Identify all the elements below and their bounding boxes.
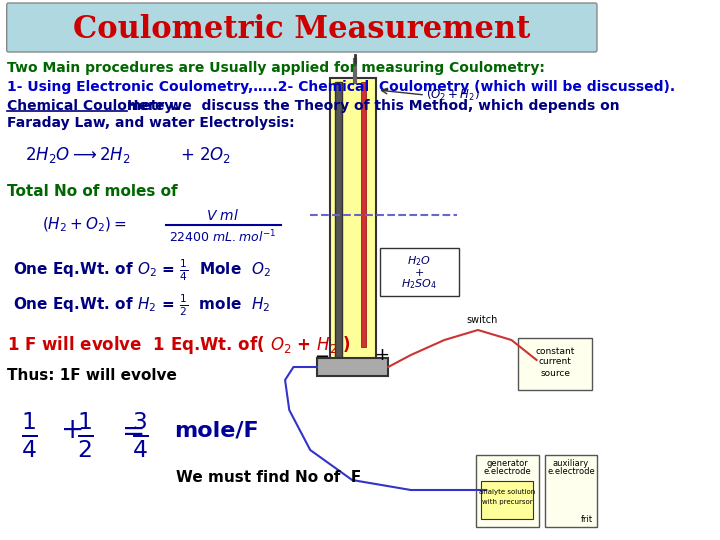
Text: One Eq.Wt. of $H_2$ = $\frac{1}{2}$  mole  $H_2$: One Eq.Wt. of $H_2$ = $\frac{1}{2}$ mole… [12, 292, 270, 318]
Text: 1- Using Electronic Coulometry,…..2- Chemical  Coulometry (which will be discuss: 1- Using Electronic Coulometry,…..2- Che… [6, 80, 675, 94]
Bar [518, 338, 592, 390]
Bar [361, 82, 366, 347]
Text: $+\ 2O_2$: $+\ 2O_2$ [180, 145, 232, 165]
Text: $\frac{1}{4}$: $\frac{1}{4}$ [21, 410, 38, 460]
Text: e.electrode: e.electrode [483, 468, 531, 476]
Text: $\frac{1}{2}$: $\frac{1}{2}$ [77, 410, 94, 460]
Text: $=$: $=$ [116, 416, 143, 444]
Text: $\frac{3}{4}$: $\frac{3}{4}$ [132, 410, 149, 460]
Bar [336, 82, 342, 357]
Bar [330, 78, 376, 363]
Text: 1 F will evolve  1 Eq.Wt. of( $O_2$ + $H_2$ ): 1 F will evolve 1 Eq.Wt. of( $O_2$ + $H_… [6, 334, 351, 356]
Text: $(H_2 + O_2) =$: $(H_2 + O_2) =$ [42, 216, 127, 234]
Text: mole/F: mole/F [174, 420, 259, 440]
Text: generator: generator [487, 458, 528, 468]
Text: We must find No of  F: We must find No of F [176, 470, 361, 485]
Text: $H_2SO_4$: $H_2SO_4$ [401, 277, 437, 291]
Text: $2H_2O \longrightarrow 2H_2$: $2H_2O \longrightarrow 2H_2$ [25, 145, 131, 165]
Text: Two Main procedures are Usually applied for measuring Coulometry:: Two Main procedures are Usually applied … [6, 61, 544, 75]
Bar [545, 455, 597, 527]
Bar [476, 455, 539, 527]
Text: $+$: $+$ [414, 267, 424, 278]
Text: e.electrode: e.electrode [547, 468, 595, 476]
FancyBboxPatch shape [6, 3, 597, 52]
Text: source: source [540, 368, 570, 377]
Text: frit: frit [581, 516, 593, 524]
Text: Coulometric Measurement: Coulometric Measurement [73, 15, 531, 45]
Text: Here we  discuss the Theory of this Method, which depends on: Here we discuss the Theory of this Metho… [127, 99, 620, 113]
Text: $V\ ml$: $V\ ml$ [207, 207, 240, 222]
Text: auxiliary: auxiliary [553, 458, 589, 468]
Text: Total No of moles of: Total No of moles of [6, 185, 177, 199]
Bar [380, 248, 459, 296]
Text: $H_2O$: $H_2O$ [408, 254, 431, 268]
Text: $(O_2 + H_2)$: $(O_2 + H_2)$ [426, 87, 480, 103]
Bar [481, 481, 534, 519]
Text: Faraday Law, and water Electrolysis:: Faraday Law, and water Electrolysis: [6, 116, 294, 130]
Bar [317, 358, 388, 376]
Text: Thus: 1F will evolve: Thus: 1F will evolve [6, 368, 176, 382]
Text: $+$: $+$ [60, 416, 83, 444]
Text: constant: constant [536, 347, 575, 355]
Text: with precursor: with precursor [482, 499, 533, 505]
Text: $22400\ mL.mol^{-1}$: $22400\ mL.mol^{-1}$ [169, 229, 277, 245]
Text: Chemical Coulometry:: Chemical Coulometry: [6, 99, 184, 113]
Text: $+$: $+$ [374, 346, 389, 364]
Text: switch: switch [467, 315, 498, 325]
Text: current: current [539, 357, 572, 367]
Text: One Eq.Wt. of $O_2$ = $\frac{1}{4}$  Mole  $O_2$: One Eq.Wt. of $O_2$ = $\frac{1}{4}$ Mole… [12, 257, 270, 283]
Text: analyte solution: analyte solution [479, 489, 536, 495]
Text: $-$: $-$ [313, 346, 329, 364]
